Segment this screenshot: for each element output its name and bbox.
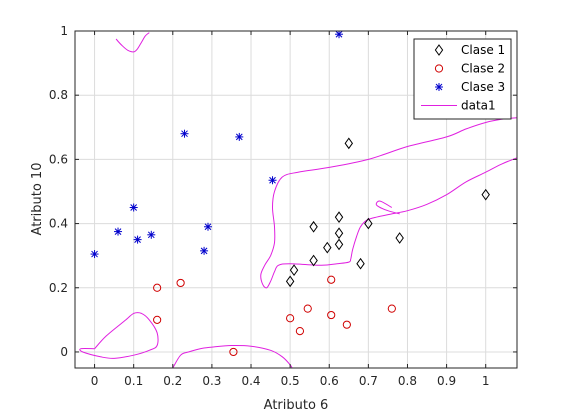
data-point-diamond: [309, 254, 318, 267]
legend-marker-asterisk: [435, 83, 443, 91]
legend: Clase 1 Clase 2 Clase 3 data1: [413, 38, 512, 120]
data-point-asterisk: [235, 132, 244, 141]
data-point-diamond: [309, 220, 318, 233]
data-point-asterisk: [114, 227, 123, 236]
data-point-asterisk: [90, 250, 99, 259]
data-point-circle: [295, 326, 305, 336]
data-point-asterisk: [268, 176, 277, 185]
data-point-diamond: [334, 211, 344, 224]
x-tick-label: 0.4: [241, 374, 260, 388]
legend-marker-circle: [434, 64, 444, 73]
data-point-circle: [286, 314, 295, 323]
data-point-asterisk: [180, 129, 189, 138]
data-point-diamond: [344, 137, 354, 150]
data-point-asterisk: [129, 203, 138, 212]
axis-ticks: 0 0.1 0.2 0.3 0.4 0.5 0.6 0.7 0.8 0.9 1 0 0.2 0.4 0.6 0…: [49, 24, 517, 388]
data-point-asterisk: [335, 31, 344, 39]
contour-lines: [79, 32, 517, 368]
x-tick-label: 0.7: [359, 374, 378, 388]
data-point-asterisk: [147, 230, 156, 239]
data-point-diamond: [289, 264, 299, 276]
data-points: [90, 31, 490, 357]
data-point-circle: [303, 304, 312, 313]
decision-boundary-line: [79, 312, 159, 359]
legend-label: Clase 2: [461, 62, 505, 76]
decision-boundary-line: [172, 344, 293, 368]
data-point-asterisk: [203, 222, 212, 231]
x-tick-label: 0.1: [124, 374, 143, 388]
data-point-circle: [153, 283, 162, 292]
x-axis-label: Atributo 6: [264, 398, 329, 413]
data-point-asterisk: [200, 246, 209, 255]
x-tick-label: 0: [91, 374, 99, 388]
decision-boundary-line: [115, 32, 150, 53]
data-point-diamond: [334, 227, 344, 240]
data-point-circle: [176, 278, 185, 288]
plot-frame: [74, 30, 518, 369]
y-tick-label: 0.4: [49, 217, 68, 231]
data-point-circle: [387, 304, 396, 313]
data-point-circle: [342, 320, 351, 329]
data-point-diamond: [481, 188, 490, 201]
x-tick-label: 0.9: [437, 374, 456, 388]
legend-label: Clase 3: [461, 80, 505, 94]
y-axis-label: Atributo 10: [30, 163, 45, 236]
data-point-asterisk: [133, 235, 142, 244]
y-tick-label: 1: [60, 24, 68, 38]
data-point-diamond: [356, 257, 365, 270]
legend-label: data1: [461, 99, 496, 113]
data-point-circle: [327, 275, 336, 284]
x-tick-label: 1: [482, 374, 490, 388]
x-tick-label: 0.5: [281, 374, 300, 388]
y-tick-label: 0.8: [49, 88, 68, 102]
decision-boundary-line: [260, 117, 517, 289]
x-tick-label: 0.6: [320, 374, 339, 388]
x-tick-label: 0.8: [398, 374, 417, 388]
x-tick-label: 0.2: [163, 374, 182, 388]
data-point-diamond: [364, 217, 373, 230]
y-tick-label: 0.6: [49, 152, 68, 166]
legend-marker-diamond: [434, 44, 444, 56]
data-point-diamond: [323, 241, 332, 254]
y-tick-label: 0.2: [49, 281, 68, 295]
legend-label: Clase 1: [461, 43, 505, 57]
data-point-diamond: [285, 275, 295, 288]
data-point-diamond: [334, 238, 344, 251]
data-point-circle: [153, 315, 162, 324]
data-point-diamond: [395, 232, 404, 244]
decision-boundary-line: [375, 200, 400, 215]
y-tick-label: 0: [60, 345, 68, 359]
data-point-circle: [327, 310, 336, 320]
data-point-circle: [229, 347, 238, 357]
x-tick-label: 0.3: [202, 374, 221, 388]
